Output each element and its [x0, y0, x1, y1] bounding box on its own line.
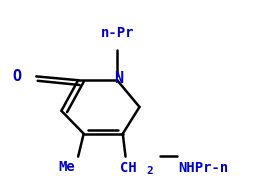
- Text: NHPr-n: NHPr-n: [179, 161, 229, 175]
- Text: O: O: [12, 69, 21, 84]
- Text: 2: 2: [146, 166, 153, 176]
- Text: N: N: [114, 71, 123, 86]
- Text: CH: CH: [120, 161, 137, 175]
- Text: n-Pr: n-Pr: [100, 26, 134, 40]
- Text: Me: Me: [59, 160, 75, 174]
